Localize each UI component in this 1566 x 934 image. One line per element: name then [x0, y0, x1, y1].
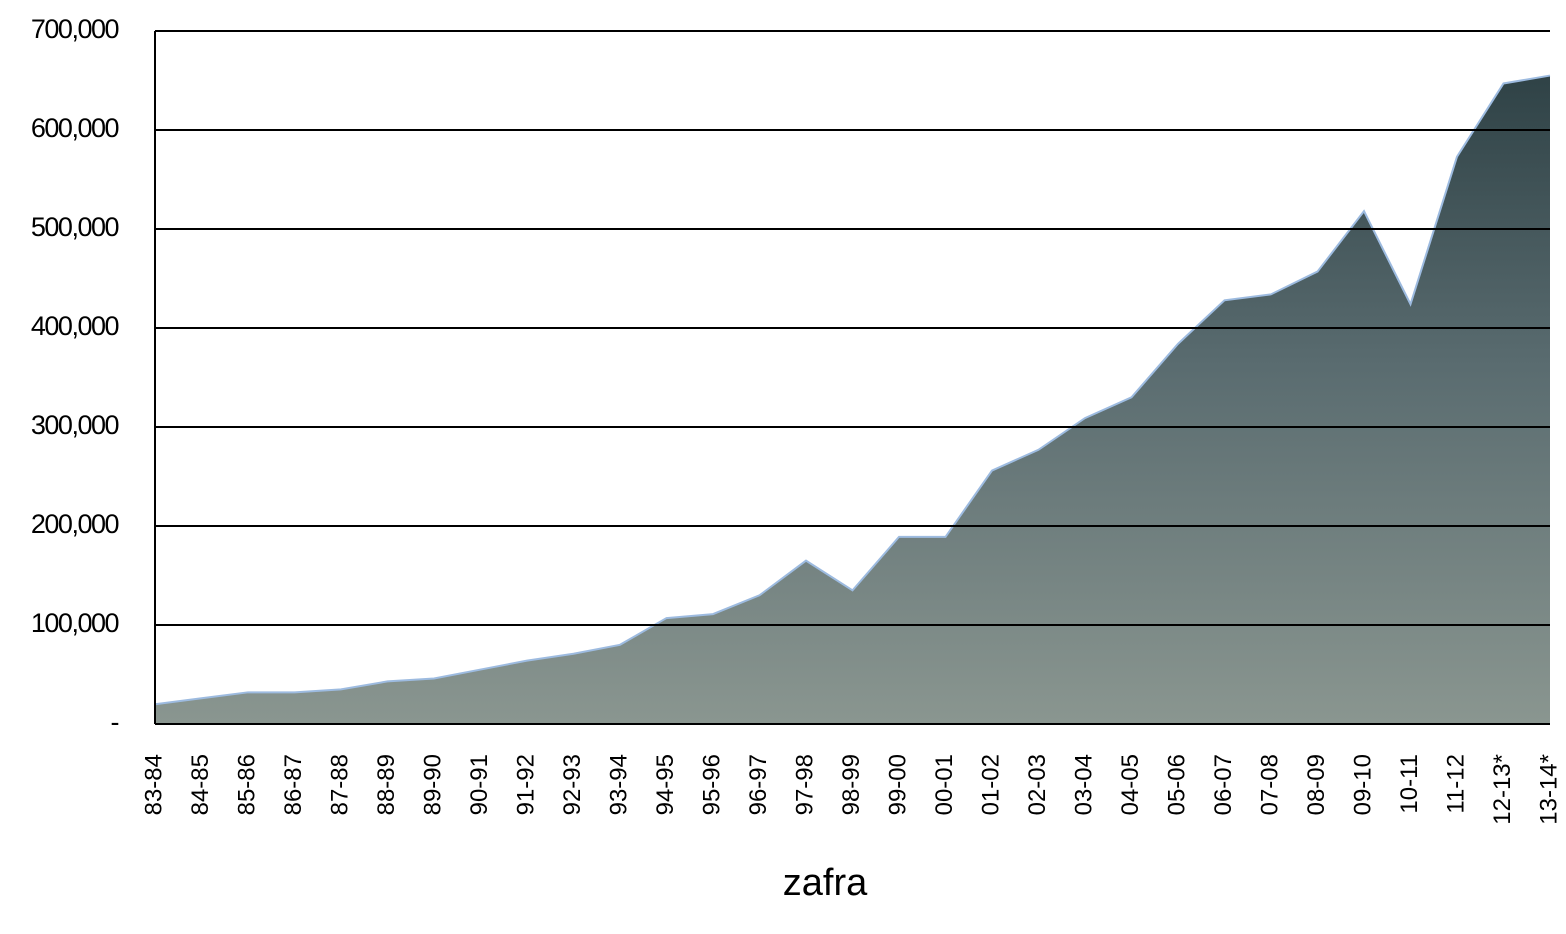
x-tick-label: 95-96 [698, 754, 725, 815]
x-tick-label: 10-11 [1396, 754, 1423, 814]
x-tick-label: 04-05 [1117, 754, 1144, 815]
x-tick-label: 13-14* [1535, 754, 1562, 825]
y-tick-label: 300,000 [31, 410, 119, 440]
x-tick-label: 05-06 [1163, 754, 1190, 815]
x-tick-label: 01-02 [977, 754, 1004, 815]
x-tick-label: 87-88 [326, 754, 353, 815]
x-tick-label: 11-12 [1442, 754, 1469, 814]
x-tick-label: 07-08 [1256, 754, 1283, 815]
y-tick-label: 600,000 [31, 113, 119, 143]
x-axis-title: zafra [783, 862, 868, 904]
x-tick-label: 94-95 [652, 754, 679, 815]
y-tick-label: 500,000 [31, 212, 119, 242]
area [155, 75, 1550, 725]
x-tick-label: 86-87 [280, 754, 307, 815]
y-tick-label: 200,000 [31, 509, 119, 539]
y-tick-label: - [111, 707, 119, 737]
area-outline [154, 74, 1551, 706]
x-tick-label: 98-99 [838, 754, 865, 815]
y-tick-label: 100,000 [31, 608, 119, 638]
x-tick-label: 83-84 [140, 754, 167, 815]
x-tick-label: 08-09 [1303, 754, 1330, 815]
x-tick-label: 02-03 [1024, 754, 1051, 815]
x-tick-label: 99-00 [884, 754, 911, 815]
x-tick-label: 93-94 [605, 754, 632, 815]
x-tick-label: 88-89 [373, 754, 400, 815]
x-tick-label: 03-04 [1070, 754, 1097, 815]
x-tick-label: 84-85 [187, 754, 214, 815]
x-tick-label: 09-10 [1349, 754, 1376, 815]
x-tick-label: 00-01 [931, 754, 958, 815]
x-tick-label: 06-07 [1210, 754, 1237, 815]
x-tick-label: 92-93 [559, 754, 586, 815]
y-tick-label: 400,000 [31, 311, 119, 341]
x-tick-label: 89-90 [419, 754, 446, 815]
x-tick-label: 85-86 [233, 754, 260, 815]
x-tick-label: 91-92 [512, 754, 539, 815]
x-tick-label: 90-91 [466, 754, 493, 815]
x-tick-label: 96-97 [745, 754, 772, 815]
x-tick-label: 12-13* [1489, 754, 1516, 825]
x-tick-label: 97-98 [791, 754, 818, 815]
y-tick-label: 700,000 [31, 14, 119, 44]
